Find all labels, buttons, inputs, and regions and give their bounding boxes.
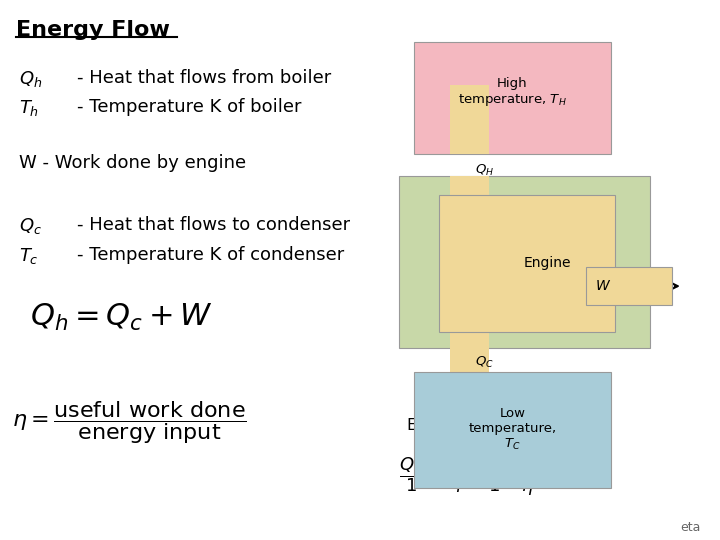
Text: - Heat that flows from boiler: - Heat that flows from boiler <box>77 69 331 86</box>
Bar <box>586 267 672 305</box>
Text: Energy Flow: Energy Flow <box>16 20 170 40</box>
Bar <box>439 195 615 332</box>
Text: High
temperature, $T_H$: High temperature, $T_H$ <box>458 77 567 109</box>
Text: Engine: Engine <box>524 256 572 271</box>
Bar <box>414 372 611 488</box>
Text: - Temperature K of condenser: - Temperature K of condenser <box>77 246 344 264</box>
Bar <box>450 85 489 154</box>
Text: - Heat that flows to condenser: - Heat that flows to condenser <box>77 217 350 234</box>
Text: Explain:: Explain: <box>407 418 471 433</box>
Text: $W$: $W$ <box>595 279 611 293</box>
Text: $Q_c$: $Q_c$ <box>19 217 42 237</box>
Text: Low
temperature,
$T_C$: Low temperature, $T_C$ <box>468 407 557 453</box>
Bar <box>414 42 611 154</box>
Text: $\dfrac{Q_h}{1} = \dfrac{W}{\eta} = \dfrac{Q_c}{1-\eta}$: $\dfrac{Q_h}{1} = \dfrac{W}{\eta} = \dfr… <box>400 455 536 498</box>
Text: $\eta = \dfrac{\mathrm{useful\ work\ done}}{\mathrm{energy\ input}}$: $\eta = \dfrac{\mathrm{useful\ work\ don… <box>12 399 247 446</box>
Text: $Q_h$: $Q_h$ <box>19 69 42 89</box>
Bar <box>400 176 650 348</box>
Text: eta: eta <box>680 521 701 534</box>
Text: - Temperature K of boiler: - Temperature K of boiler <box>77 98 301 116</box>
Text: $T_h$: $T_h$ <box>19 98 40 118</box>
Text: $T_c$: $T_c$ <box>19 246 39 266</box>
Text: $Q_H$: $Q_H$ <box>475 163 494 178</box>
Text: W - Work done by engine: W - Work done by engine <box>19 154 246 172</box>
Bar <box>450 176 489 348</box>
Bar <box>450 348 489 372</box>
Text: $Q_h = Q_c + W$: $Q_h = Q_c + W$ <box>30 302 213 333</box>
Text: $Q_C$: $Q_C$ <box>475 355 494 370</box>
